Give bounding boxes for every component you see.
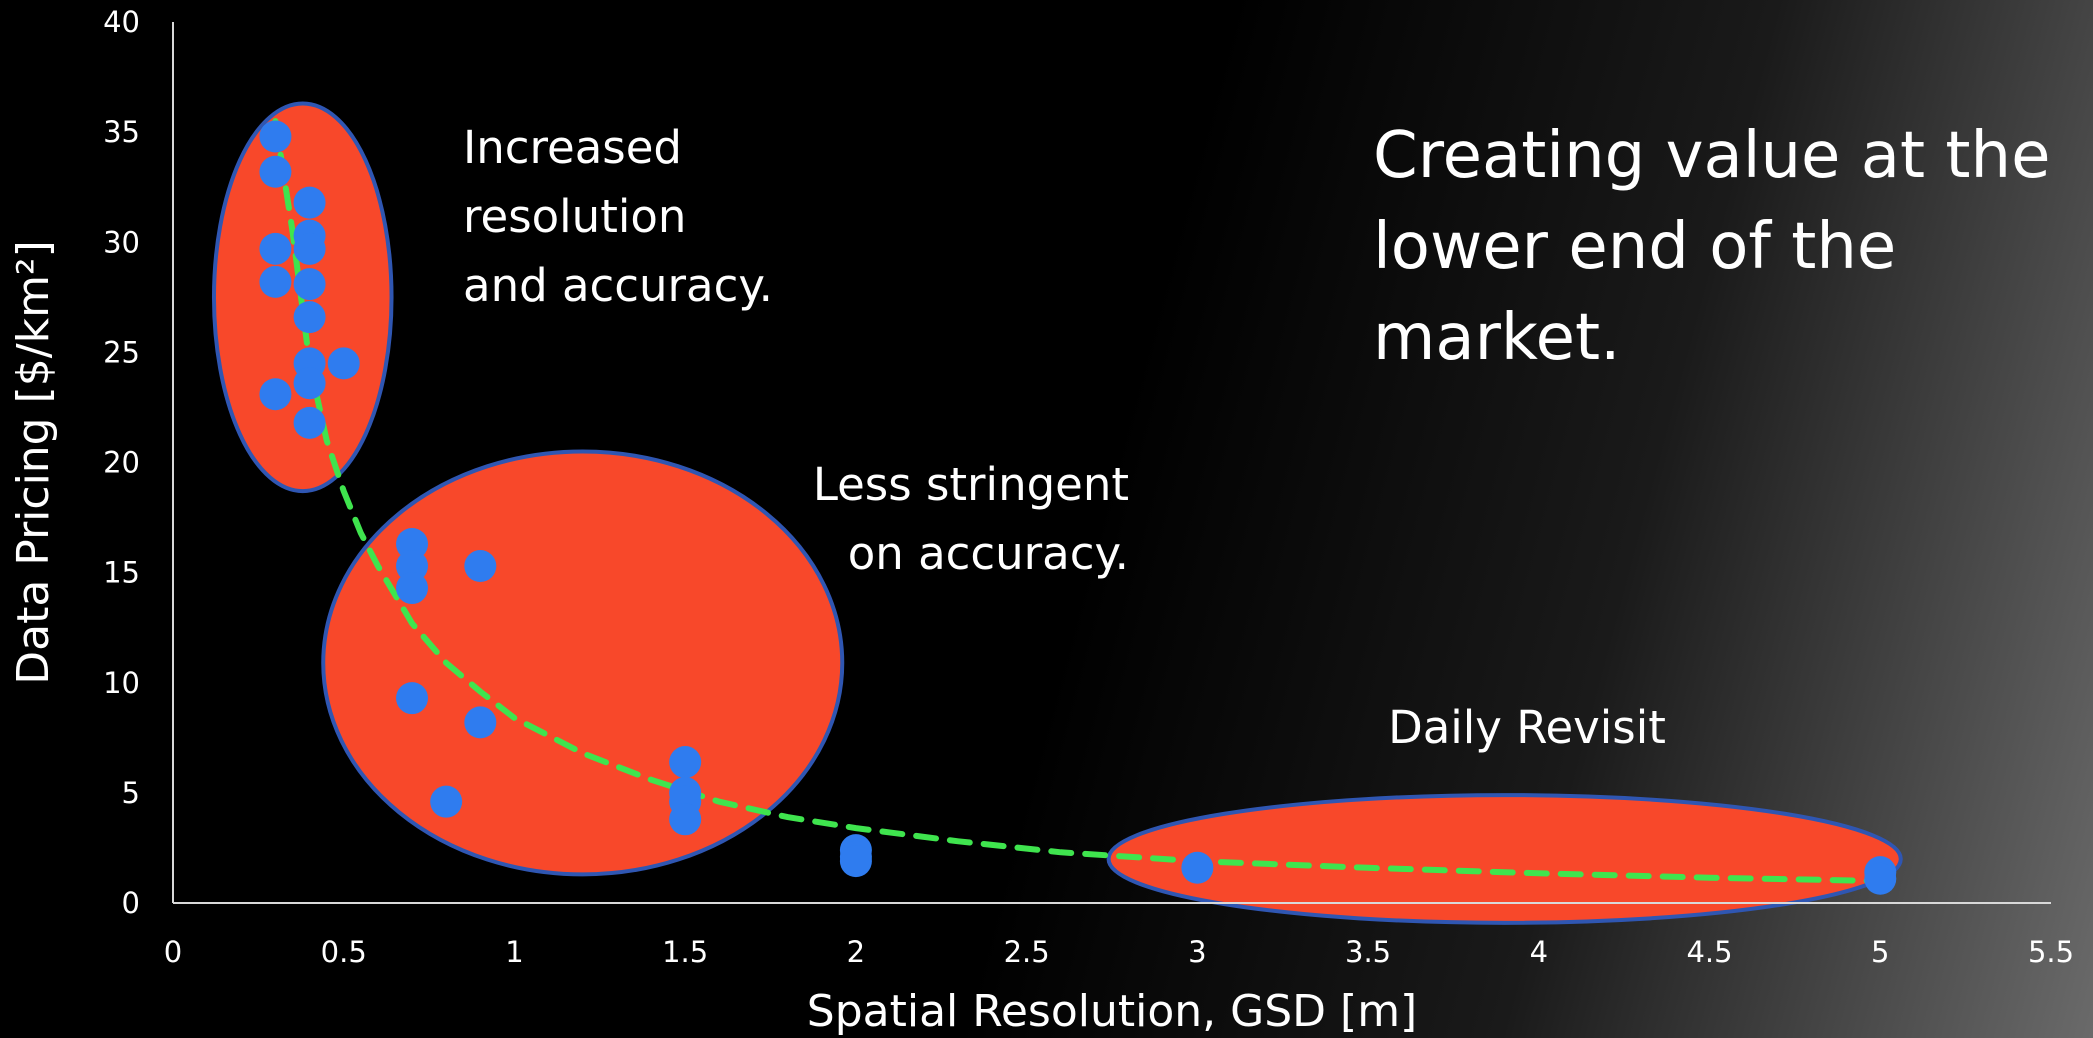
x-tick-label: 4 <box>1530 935 1548 969</box>
x-tick-label: 1.5 <box>662 935 708 969</box>
cluster-ellipse-2 <box>321 449 845 877</box>
x-tick-label: 0.5 <box>321 935 367 969</box>
data-point <box>669 746 702 779</box>
x-tick-label: 5.5 <box>2028 935 2074 969</box>
data-point <box>293 406 326 439</box>
y-tick-label: 15 <box>103 556 140 590</box>
data-point <box>259 120 292 153</box>
data-point <box>327 347 360 380</box>
annotation-1: Increased resolution and accuracy. <box>463 121 773 312</box>
data-point <box>259 232 292 265</box>
annotation-line: resolution <box>463 190 686 243</box>
data-point <box>293 367 326 400</box>
data-point <box>396 550 429 583</box>
labels: Increased resolution and accuracy. Less str… <box>463 119 2050 754</box>
x-tick-label: 3 <box>1188 935 1206 969</box>
cluster-ellipse-3 <box>1106 793 1903 925</box>
y-tick-label: 5 <box>122 776 140 810</box>
y-tick-label: 10 <box>103 666 140 700</box>
x-tick-label: 0 <box>164 935 182 969</box>
x-axis-title: Spatial Resolution, GSD [m] <box>807 986 1417 1037</box>
headline-line: lower end of the <box>1373 210 1896 284</box>
headline-line: Creating value at the <box>1373 119 2050 193</box>
cluster-ellipses <box>211 101 1903 925</box>
y-tick-label: 25 <box>103 335 140 369</box>
y-tick-label: 20 <box>103 446 140 480</box>
annotation-2: Less stringent on accuracy. <box>813 458 1129 580</box>
data-point <box>1864 862 1897 895</box>
data-points <box>259 120 1897 895</box>
y-tick-label: 0 <box>122 886 140 920</box>
headline-line: market. <box>1373 301 1620 375</box>
data-point <box>464 550 497 583</box>
annotation-line: and accuracy. <box>463 259 773 312</box>
annotation-line: Increased <box>463 121 682 174</box>
x-tick-label: 5 <box>1871 935 1889 969</box>
data-point <box>430 785 463 818</box>
data-point <box>464 706 497 739</box>
annotation-line: Less stringent <box>813 458 1129 511</box>
annotation-line: on accuracy. <box>848 527 1129 580</box>
x-tick-label: 4.5 <box>1686 935 1732 969</box>
data-point <box>293 268 326 301</box>
x-tick-label: 2.5 <box>1004 935 1050 969</box>
data-point <box>1181 851 1214 884</box>
y-tick-label: 40 <box>103 5 140 39</box>
data-point <box>293 186 326 219</box>
y-tick-label: 30 <box>103 225 140 259</box>
data-point <box>839 845 872 878</box>
axes: 0 0.5 1 1.5 2 2.5 3 3.5 4 4.5 5 5.5 0 5 10 15 20 25 30 35 40… <box>8 5 2074 1037</box>
data-point <box>396 527 429 560</box>
data-point <box>259 378 292 411</box>
x-tick-label: 3.5 <box>1345 935 1391 969</box>
data-point <box>293 232 326 265</box>
x-tick-label: 1 <box>505 935 523 969</box>
trendline-group <box>272 118 1884 884</box>
data-point <box>396 682 429 715</box>
annotation-line: Daily Revisit <box>1388 701 1666 754</box>
y-tick-label: 35 <box>103 115 140 149</box>
data-point <box>669 803 702 836</box>
data-point <box>259 265 292 298</box>
data-point <box>396 572 429 605</box>
headline: Creating value at the lower end of the mar… <box>1373 119 2050 375</box>
data-point <box>293 301 326 334</box>
x-tick-label: 2 <box>847 935 865 969</box>
annotation-3: Daily Revisit <box>1388 701 1666 754</box>
data-point <box>259 155 292 188</box>
y-axis-title: Data Pricing [$/km²] <box>8 240 59 684</box>
trendline <box>272 118 1884 884</box>
